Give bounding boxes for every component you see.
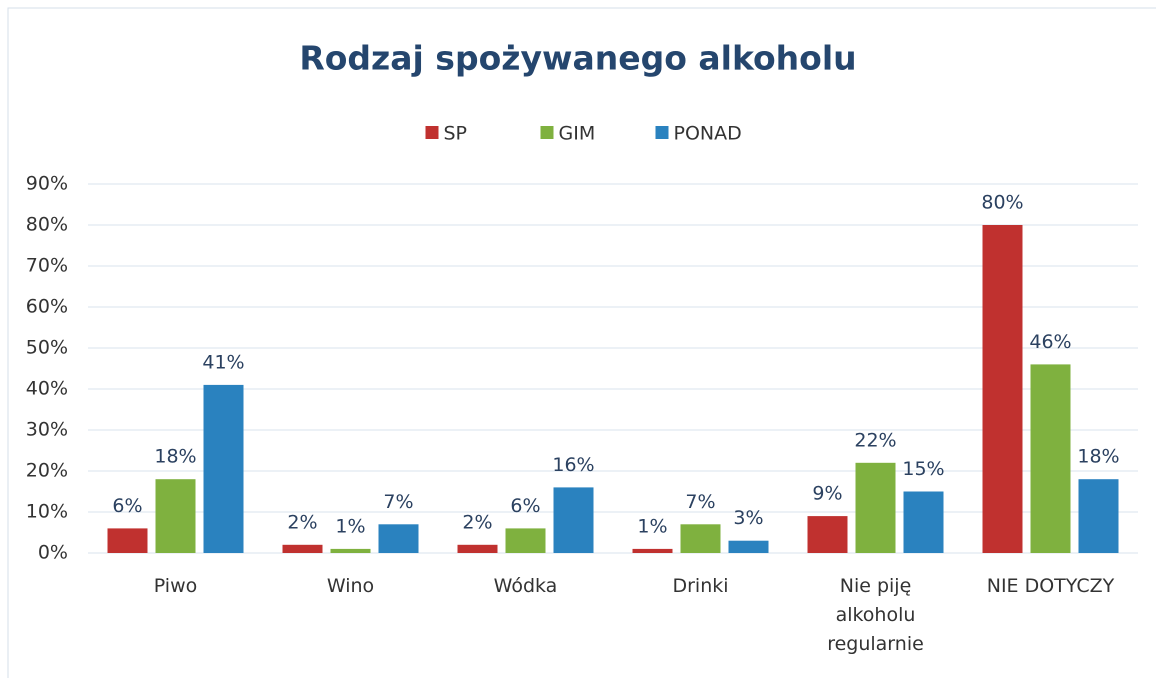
value-label: 3% — [733, 507, 763, 529]
bar — [107, 528, 148, 553]
bar — [807, 516, 848, 553]
bar — [1078, 479, 1119, 553]
bar — [728, 540, 769, 553]
y-tick-label: 90% — [26, 173, 68, 195]
value-label: 9% — [812, 483, 842, 505]
bar — [155, 479, 196, 553]
value-label: 41% — [202, 351, 244, 373]
value-label: 2% — [287, 511, 317, 533]
value-label: 15% — [902, 458, 944, 480]
value-label: 80% — [981, 192, 1023, 214]
value-label: 7% — [685, 491, 715, 513]
bar — [982, 225, 1023, 553]
bar — [680, 524, 721, 553]
value-label: 1% — [335, 515, 365, 537]
legend-label: GIM — [559, 123, 596, 145]
y-tick-label: 80% — [26, 214, 68, 236]
x-tick-label: Piwo — [153, 575, 198, 597]
x-tick-label: Nie piję alkoholu regularnie — [827, 575, 924, 655]
value-label: 22% — [854, 429, 896, 451]
chart-border — [7, 7, 1156, 678]
bar — [330, 548, 371, 553]
bar — [855, 462, 896, 553]
legend-label: PONAD — [674, 123, 742, 145]
y-tick-label: 20% — [26, 460, 68, 482]
value-label: 18% — [154, 446, 196, 468]
legend-swatch — [425, 126, 439, 139]
y-tick-label: 60% — [26, 296, 68, 318]
x-tick-label: Wódka — [493, 575, 558, 597]
value-label: 16% — [552, 454, 594, 476]
value-label: 6% — [112, 495, 142, 517]
y-tick-label: 0% — [38, 542, 68, 564]
bar — [203, 384, 244, 553]
value-label: 2% — [462, 511, 492, 533]
x-tick-label: NIE DOTYCZY — [986, 575, 1115, 597]
value-label: 6% — [510, 495, 540, 517]
y-tick-label: 70% — [26, 255, 68, 277]
legend-swatch — [540, 126, 554, 139]
bar — [457, 544, 498, 553]
y-tick-label: 10% — [26, 501, 68, 523]
x-tick-label: Wino — [326, 575, 375, 597]
y-tick-label: 30% — [26, 419, 68, 441]
legend-label: SP — [444, 123, 468, 145]
bar — [553, 487, 594, 553]
bar — [378, 524, 419, 553]
value-label: 7% — [383, 491, 413, 513]
y-tick-label: 50% — [26, 337, 68, 359]
bar — [632, 548, 673, 553]
bar — [903, 491, 944, 553]
x-tick-label: Drinki — [672, 575, 729, 597]
bar — [1030, 364, 1071, 553]
legend-swatch — [655, 126, 669, 139]
bar — [282, 544, 323, 553]
chart-title: Rodzaj spożywanego alkoholu — [299, 39, 856, 78]
value-label: 1% — [637, 515, 667, 537]
value-label: 18% — [1077, 446, 1119, 468]
y-tick-label: 40% — [26, 378, 68, 400]
value-label: 46% — [1029, 331, 1071, 353]
bar — [505, 528, 546, 553]
